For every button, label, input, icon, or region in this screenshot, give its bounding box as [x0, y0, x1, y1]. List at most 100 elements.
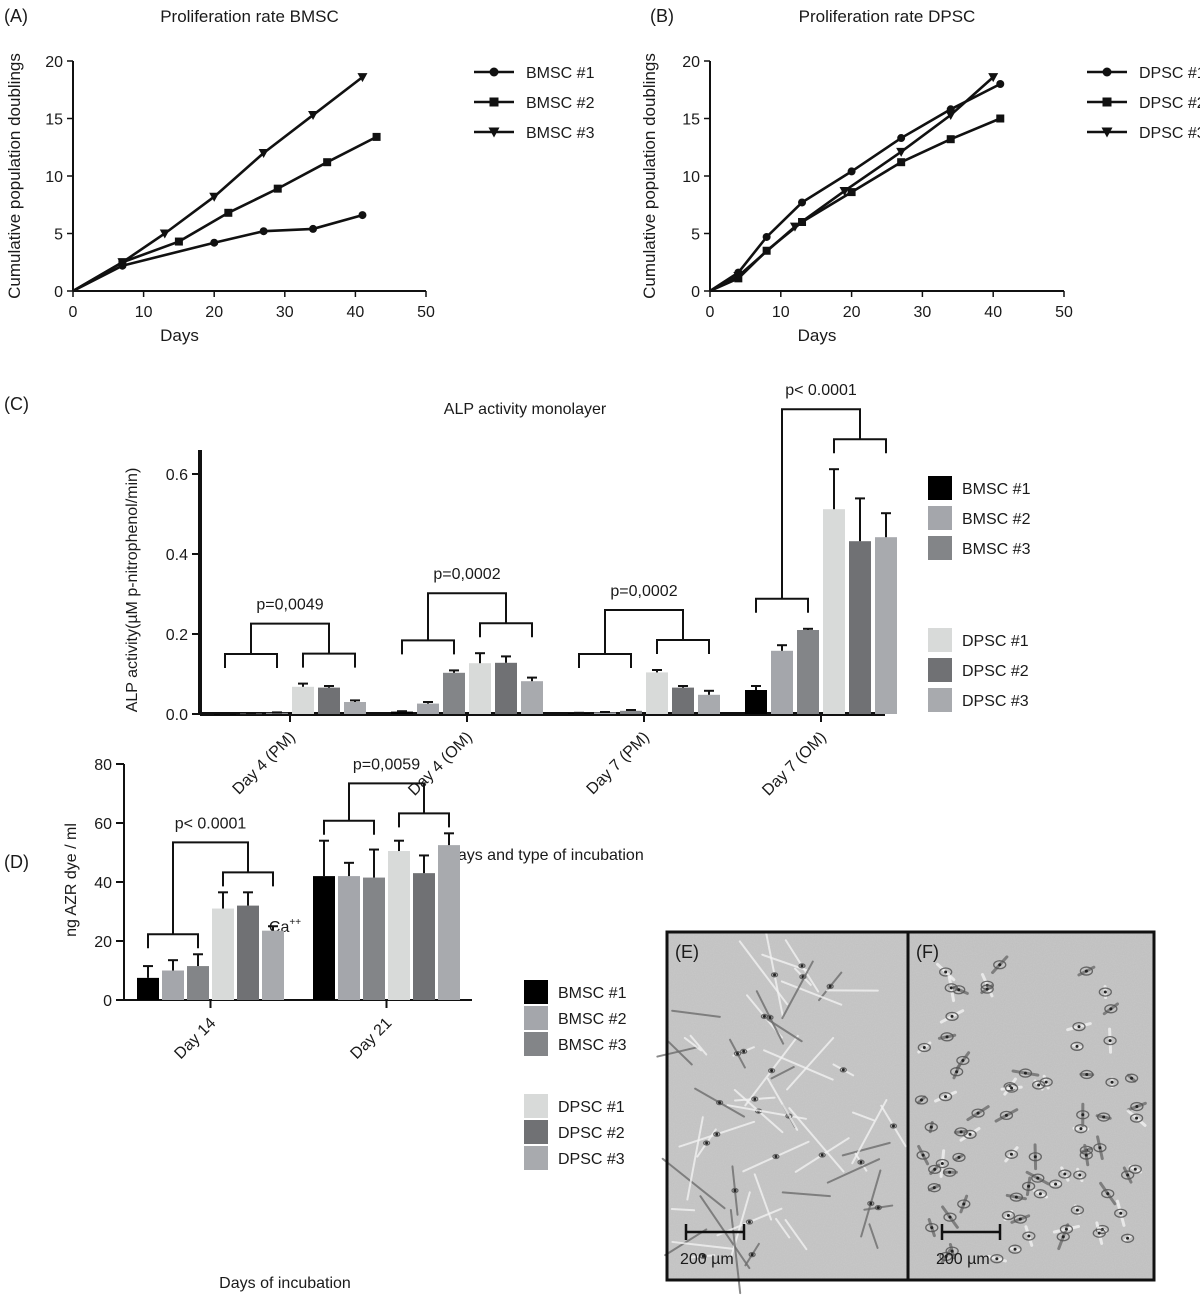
cell-nucleus	[891, 1124, 895, 1128]
y-tick-label: 20	[45, 54, 63, 71]
cell-nucleus	[1130, 1076, 1134, 1080]
cell-body	[1120, 1233, 1135, 1243]
cell-body	[1076, 1110, 1090, 1120]
legend-marker	[1102, 97, 1112, 107]
cell-body	[1058, 1169, 1072, 1179]
cell-nucleus	[922, 1045, 926, 1049]
cell-nucleus	[1006, 1213, 1010, 1217]
bracket-outer	[427, 592, 507, 641]
chart-alp-activity: 0.0 0.2 0.4 0.6 ALP activity monolayer Days a…	[124, 382, 1031, 864]
cell-body	[914, 1095, 929, 1105]
cell-body	[1073, 1170, 1087, 1180]
cell-nucleus	[944, 1095, 948, 1099]
cell-body	[957, 1199, 971, 1209]
cell-nucleus	[930, 1226, 934, 1230]
group-day-7-pm	[568, 669, 720, 714]
cell-body	[1008, 1244, 1022, 1254]
cell-nucleus	[1010, 1086, 1014, 1090]
cell-process	[671, 1240, 734, 1250]
cell-body	[770, 972, 779, 978]
bar-dpsc-1	[388, 851, 410, 1000]
y-tick-label: 0	[691, 284, 700, 301]
legend-label: BMSC #1	[558, 985, 627, 1002]
cell-body	[1097, 1112, 1111, 1122]
cell-nucleus	[1044, 1080, 1048, 1084]
y-tick-label: 20	[94, 934, 112, 951]
micrograph-f: (F) 200 µm	[906, 930, 1156, 1282]
bar-bmsc-3	[797, 630, 819, 714]
legend-label: DPSC #1	[1139, 65, 1200, 82]
legend-label: DPSC #3	[558, 1151, 625, 1168]
legend-marker	[489, 67, 499, 77]
data-point	[733, 272, 744, 282]
cell-body	[1031, 1080, 1046, 1090]
cell-process	[726, 1104, 807, 1120]
cell-process	[667, 1040, 693, 1066]
cell-process	[784, 1219, 808, 1251]
x-tick-label: 0	[706, 304, 715, 321]
legend-label: DPSC #2	[1139, 95, 1200, 112]
cell-nucleus	[1084, 1153, 1088, 1157]
y-axis-label: ng AZR dye / ml	[63, 823, 80, 937]
cell-body	[942, 1167, 957, 1177]
legend-marker	[488, 127, 500, 138]
bracket-outer	[348, 782, 425, 821]
data-point	[174, 237, 183, 246]
cell-nucleus	[950, 1249, 954, 1253]
cell-nucleus	[770, 1069, 774, 1073]
cell-nucleus	[940, 1162, 944, 1166]
y-tick-label: 40	[94, 875, 112, 892]
cell-nucleus	[876, 1206, 880, 1210]
bracket-outer	[604, 609, 684, 654]
data-point	[988, 73, 999, 83]
cell-body	[839, 1067, 847, 1073]
data-point	[210, 238, 219, 247]
cell-body	[1018, 1068, 1033, 1078]
cell-nucleus	[1102, 1115, 1106, 1119]
data-point	[273, 184, 282, 193]
legend-label: BMSC #3	[526, 125, 595, 142]
cell-nucleus	[828, 984, 832, 988]
cell-body	[1022, 1231, 1036, 1241]
data-point	[996, 114, 1005, 123]
cell-nucleus	[774, 1155, 778, 1159]
cell-nucleus	[1033, 1155, 1037, 1159]
cell-nucleus	[1126, 1236, 1130, 1240]
bar-bmsc-2	[594, 712, 616, 714]
group-day-7-om	[745, 468, 897, 714]
cell-nucleus	[1038, 1192, 1042, 1196]
cell-process	[766, 1077, 799, 1131]
cell-body	[1104, 1004, 1118, 1014]
cell-nucleus	[985, 987, 989, 991]
y-axis-label: Cumulative population doublings	[640, 53, 659, 299]
bar-bmsc-1	[313, 876, 335, 1000]
bracket-dpsc	[656, 639, 710, 654]
data-point	[259, 227, 268, 236]
bracket-bmsc	[755, 597, 809, 613]
cell-nucleus	[715, 1132, 719, 1136]
cell-body	[999, 1110, 1014, 1121]
cell-process	[689, 1034, 708, 1056]
cell-nucleus	[747, 1220, 751, 1224]
panel-label-f: (F)	[916, 942, 939, 962]
series-dpsc-3	[709, 73, 999, 293]
cell-body	[1098, 987, 1112, 997]
cell-nucleus	[1126, 1173, 1130, 1177]
legend-label: DPSC #1	[962, 633, 1029, 650]
cell-nucleus	[869, 1201, 873, 1205]
cell-nucleus	[932, 1186, 936, 1190]
cell-body	[713, 1131, 721, 1137]
data-point	[159, 229, 170, 239]
x-tick-label: 20	[205, 304, 223, 321]
legend-swatch	[524, 980, 548, 1004]
cell-nucleus	[1023, 1071, 1027, 1075]
data-point	[372, 132, 381, 141]
bracket-bmsc	[323, 819, 375, 835]
legend-label: BMSC #3	[558, 1037, 627, 1054]
cell-body	[916, 1150, 930, 1160]
cell-body	[938, 1091, 953, 1102]
cell-nucleus	[762, 1014, 766, 1018]
x-tick-label: 30	[914, 304, 932, 321]
data-point	[798, 198, 807, 207]
